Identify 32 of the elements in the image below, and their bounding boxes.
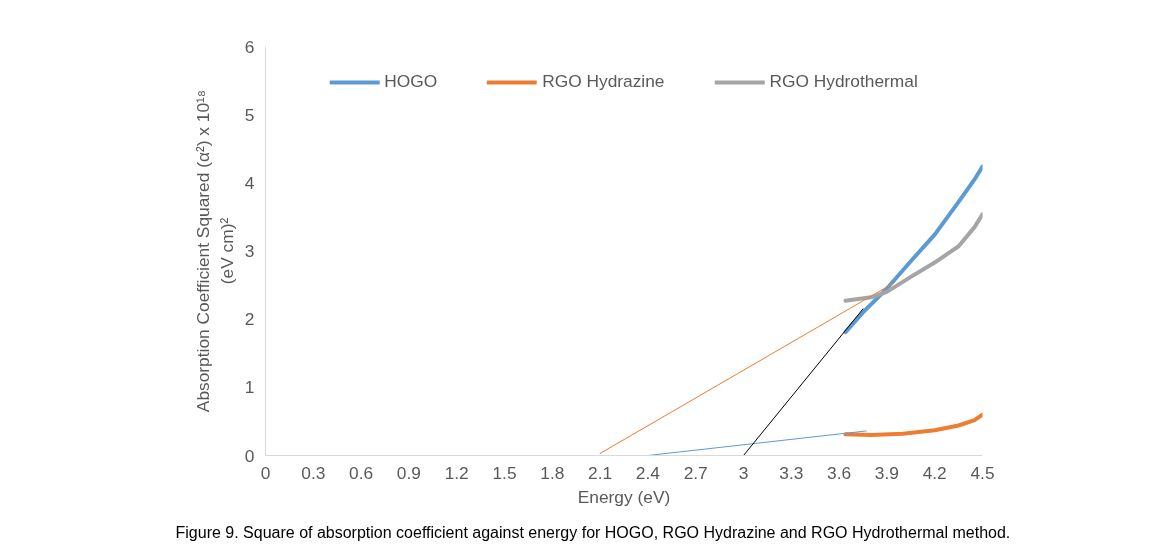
x-tick-label: 2.7: [683, 462, 708, 483]
legend-label: RGO Hydrothermal: [769, 71, 918, 92]
legend-label: HOGO: [384, 71, 438, 92]
x-tick-label: 0.6: [349, 462, 374, 483]
x-tick-label: 3.3: [779, 462, 804, 483]
x-tick-label: 3.9: [874, 462, 899, 483]
x-axis-title: Energy (eV): [577, 486, 671, 507]
x-tick-label: 1.2: [444, 462, 469, 483]
x-tick-label: 2.4: [635, 462, 661, 483]
x-tick-label: 4.2: [922, 462, 947, 483]
caption: Figure 9. Square of absorption coefficient against energy for HOGO, RGO Hydrazine and RGO Hydrothermal method.: [175, 524, 1011, 541]
line-series: [843, 212, 983, 303]
y-tick-label: 1: [244, 377, 255, 398]
x-tick-label: 4.5: [970, 462, 995, 483]
y-axis-title: Absorption Coefficient Squared (α²) x 10¹⁸ (eV cm)²: [192, 89, 237, 413]
x-tick-label: 3.6: [827, 462, 852, 483]
y-tick-label: 0: [244, 445, 255, 466]
line-series: [843, 164, 983, 335]
x-tick-label: 3: [738, 462, 749, 483]
y-tick-label: 4: [244, 172, 255, 193]
y-tick-label: 2: [244, 309, 255, 330]
x-tick-label: 0.9: [396, 462, 421, 483]
y-tick-label: 6: [244, 36, 255, 57]
x-tick-label: 1.5: [492, 462, 517, 483]
x-tick-label: 2.1: [588, 462, 613, 483]
x-tick-label: 1.8: [540, 462, 565, 483]
y-tick-label: 3: [244, 241, 255, 261]
x-tick-label: 0: [260, 462, 271, 483]
y-tick-label: 5: [244, 104, 255, 125]
legend-label: RGO Hydrazine: [542, 71, 665, 92]
line-series: [843, 412, 983, 438]
x-tick-label: 0.3: [301, 462, 326, 483]
